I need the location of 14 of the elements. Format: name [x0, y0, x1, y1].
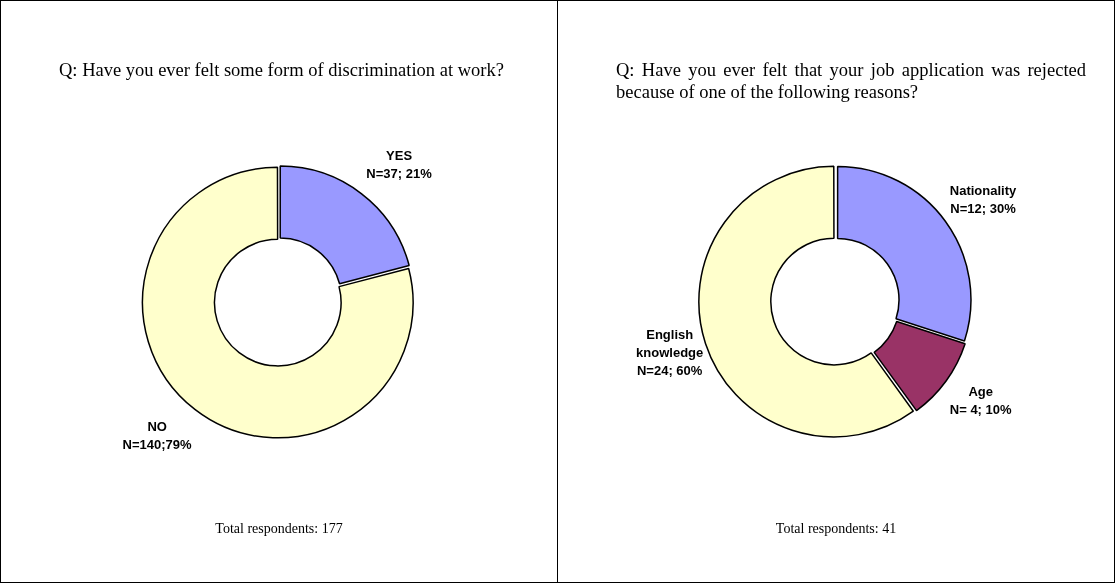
slice-label: Nationality	[949, 182, 1018, 198]
slice-label: YES	[386, 147, 413, 163]
data-label: N= 4; 10%	[949, 402, 1013, 418]
slice-label: NO	[147, 419, 167, 435]
slice-label: English knowledge	[636, 327, 704, 361]
chart-title: Q: Have you ever felt that your job application was rejected because of one of the following reasons?	[616, 59, 1086, 103]
data-label: N=140;79%	[122, 437, 193, 453]
text: Total respondents: 177	[214, 521, 344, 537]
data-label: N=12; 30%	[950, 200, 1017, 216]
data-label: N=24; 60%	[636, 363, 703, 379]
data-label: N=37; 21%	[366, 165, 433, 181]
chart-title: Q: Have you ever felt some form of discrimination at work?	[59, 59, 505, 81]
slice-label: Age	[968, 384, 993, 400]
text: Total respondents: 41	[774, 521, 898, 537]
